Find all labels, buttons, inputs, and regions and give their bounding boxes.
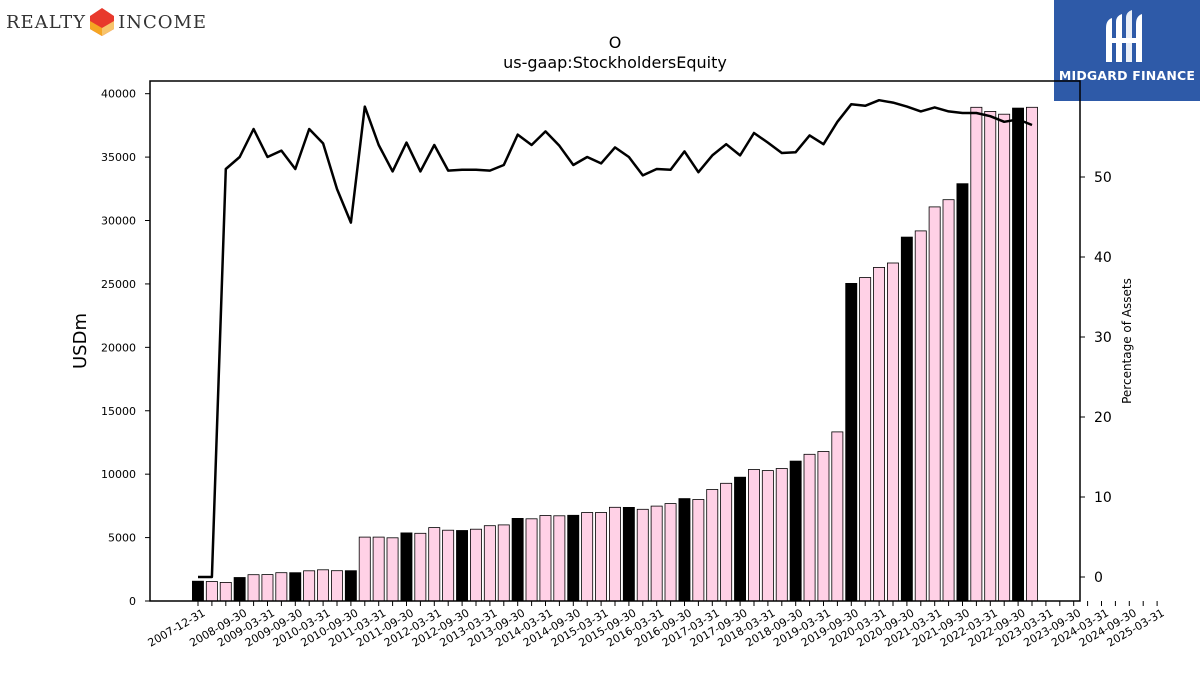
- bar-2012-09-30: [456, 530, 469, 602]
- y2-axis-label: Percentage of Assets: [1120, 278, 1134, 404]
- y2-tick-label: 40: [1094, 250, 1112, 266]
- realty-income-logo: REALTY INCOME: [6, 6, 207, 38]
- y-tick-label: 0: [129, 595, 136, 608]
- bar-2017-03-31: [706, 489, 719, 602]
- bar-2015-03-31: [595, 512, 608, 602]
- bar-2013-12-31: [525, 518, 538, 602]
- y-axis-label: USDm: [70, 313, 91, 369]
- y2-tick-label: 0: [1094, 570, 1103, 586]
- y-tick-label: 30000: [101, 215, 136, 228]
- bar-2013-06-30: [497, 524, 510, 602]
- percentage-of-assets-line: [198, 98, 1033, 579]
- bar-2021-09-30: [956, 183, 969, 602]
- bar-2014-09-30: [567, 514, 580, 602]
- bar-2022-12-31: [1026, 106, 1038, 602]
- bar-2018-03-31: [761, 470, 774, 602]
- y-tick-label: 25000: [101, 278, 136, 291]
- bar-2022-09-30: [1012, 107, 1025, 602]
- bar-2009-06-30: [275, 572, 288, 602]
- bar-2020-03-31: [873, 266, 886, 602]
- y-tick-label: 15000: [101, 405, 136, 418]
- bar-2019-06-30: [831, 431, 844, 602]
- bar-2011-09-30: [400, 532, 413, 602]
- bar-2014-03-31: [539, 515, 552, 602]
- bar-2015-06-30: [609, 506, 621, 602]
- y-tick-label: 20000: [101, 341, 136, 354]
- bar-2009-03-31: [261, 574, 274, 602]
- bar-2012-03-31: [428, 527, 441, 602]
- bar-2014-06-30: [553, 515, 566, 602]
- bar-2017-12-31: [748, 469, 760, 602]
- midgard-brand-text: MIDGARD FINANCE: [1058, 68, 1196, 83]
- bar-2021-06-30: [942, 199, 955, 602]
- bar-2016-12-31: [692, 499, 705, 602]
- bar-2022-03-31: [984, 111, 997, 602]
- y-tick-label: 35000: [101, 151, 136, 164]
- chart-title: O: [609, 33, 622, 52]
- bar-2010-06-30: [330, 570, 343, 602]
- bar-2020-09-30: [900, 236, 913, 602]
- bar-2021-12-31: [970, 106, 983, 602]
- bar-2012-12-31: [469, 528, 482, 602]
- bar-2007-12-31: [191, 580, 204, 602]
- logo-text-realty: REALTY: [6, 11, 87, 33]
- y-tick-label: 10000: [101, 468, 136, 481]
- bar-2010-12-31: [358, 536, 371, 602]
- bar-2018-09-30: [789, 460, 802, 602]
- logo-text-income: INCOME: [118, 11, 208, 33]
- bar-2008-12-31: [247, 574, 260, 602]
- bar-2017-09-30: [734, 476, 747, 602]
- bar-2008-09-30: [233, 577, 246, 602]
- bar-2016-06-30: [664, 503, 677, 602]
- bar-2017-06-30: [720, 482, 733, 602]
- realty-income-mark-icon: [90, 8, 115, 36]
- bar-2011-03-31: [372, 536, 385, 602]
- y-tick-label: 5000: [108, 532, 136, 545]
- bar-2016-09-30: [678, 498, 691, 602]
- bar-2021-03-31: [928, 206, 941, 602]
- chart-subtitle: us-gaap:StockholdersEquity: [503, 53, 727, 72]
- bar-2015-12-31: [636, 508, 649, 602]
- bar-2020-12-31: [914, 230, 927, 602]
- bar-2020-06-30: [887, 262, 899, 602]
- bar-2018-06-30: [775, 468, 788, 602]
- bar-2019-09-30: [845, 282, 858, 602]
- bar-2008-06-30: [219, 582, 232, 602]
- bar-2012-06-30: [442, 529, 455, 602]
- y2-tick-label: 30: [1094, 330, 1112, 346]
- bar-2009-09-30: [289, 572, 302, 602]
- bar-2022-06-30: [998, 113, 1011, 602]
- bar-2010-09-30: [344, 570, 357, 602]
- bar-2019-03-31: [817, 451, 830, 602]
- y2-tick-label: 50: [1094, 170, 1112, 186]
- bar-2019-12-31: [859, 277, 872, 602]
- bar-2013-09-30: [511, 518, 524, 602]
- bar-2013-03-31: [483, 525, 496, 602]
- y-tick-label: 40000: [101, 88, 136, 101]
- midgard-mark-icon: [1106, 10, 1142, 62]
- bar-2011-06-30: [386, 537, 399, 602]
- bar-2018-12-31: [803, 453, 816, 602]
- bar-2016-03-31: [650, 505, 663, 602]
- y2-tick-label: 10: [1094, 490, 1112, 506]
- bar-2009-12-31: [303, 570, 316, 602]
- bar-2011-12-31: [414, 532, 427, 602]
- bar-2015-09-30: [622, 506, 635, 602]
- bar-2008-03-31: [205, 581, 218, 602]
- y2-tick-label: 20: [1094, 410, 1112, 426]
- bar-2014-12-31: [581, 512, 594, 602]
- midgard-finance-logo: MIDGARD FINANCE: [1054, 0, 1200, 101]
- bar-2010-03-31: [317, 569, 330, 602]
